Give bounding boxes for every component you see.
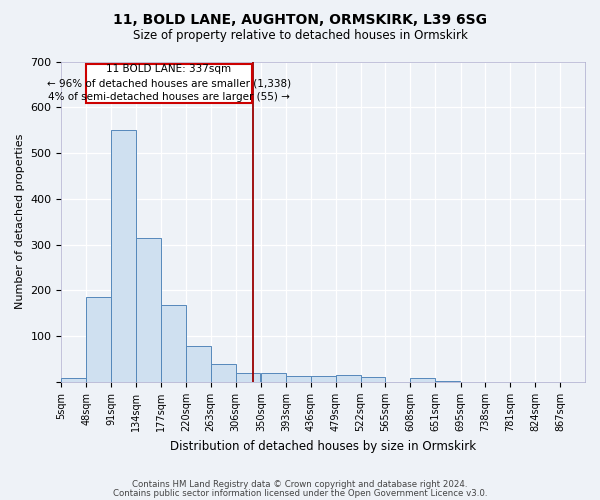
Text: 11 BOLD LANE: 337sqm
← 96% of detached houses are smaller (1,338)
4% of semi-det: 11 BOLD LANE: 337sqm ← 96% of detached h… <box>47 64 291 102</box>
Text: Contains public sector information licensed under the Open Government Licence v3: Contains public sector information licen… <box>113 488 487 498</box>
Bar <box>186 346 211 382</box>
Bar <box>410 378 435 382</box>
Text: Size of property relative to detached houses in Ormskirk: Size of property relative to detached ho… <box>133 29 467 42</box>
Bar <box>86 297 111 382</box>
Bar <box>361 378 385 382</box>
Bar <box>211 364 236 382</box>
Bar <box>435 381 460 382</box>
X-axis label: Distribution of detached houses by size in Ormskirk: Distribution of detached houses by size … <box>170 440 476 452</box>
Bar <box>261 373 286 382</box>
FancyBboxPatch shape <box>86 64 252 102</box>
Bar <box>136 238 161 382</box>
Bar <box>111 130 136 382</box>
Bar <box>286 376 311 382</box>
Y-axis label: Number of detached properties: Number of detached properties <box>15 134 25 310</box>
Bar <box>161 306 186 382</box>
Bar <box>61 378 86 382</box>
Text: Contains HM Land Registry data © Crown copyright and database right 2024.: Contains HM Land Registry data © Crown c… <box>132 480 468 489</box>
Bar <box>236 373 260 382</box>
Bar <box>311 376 335 382</box>
Text: 11, BOLD LANE, AUGHTON, ORMSKIRK, L39 6SG: 11, BOLD LANE, AUGHTON, ORMSKIRK, L39 6S… <box>113 12 487 26</box>
Bar <box>335 375 361 382</box>
